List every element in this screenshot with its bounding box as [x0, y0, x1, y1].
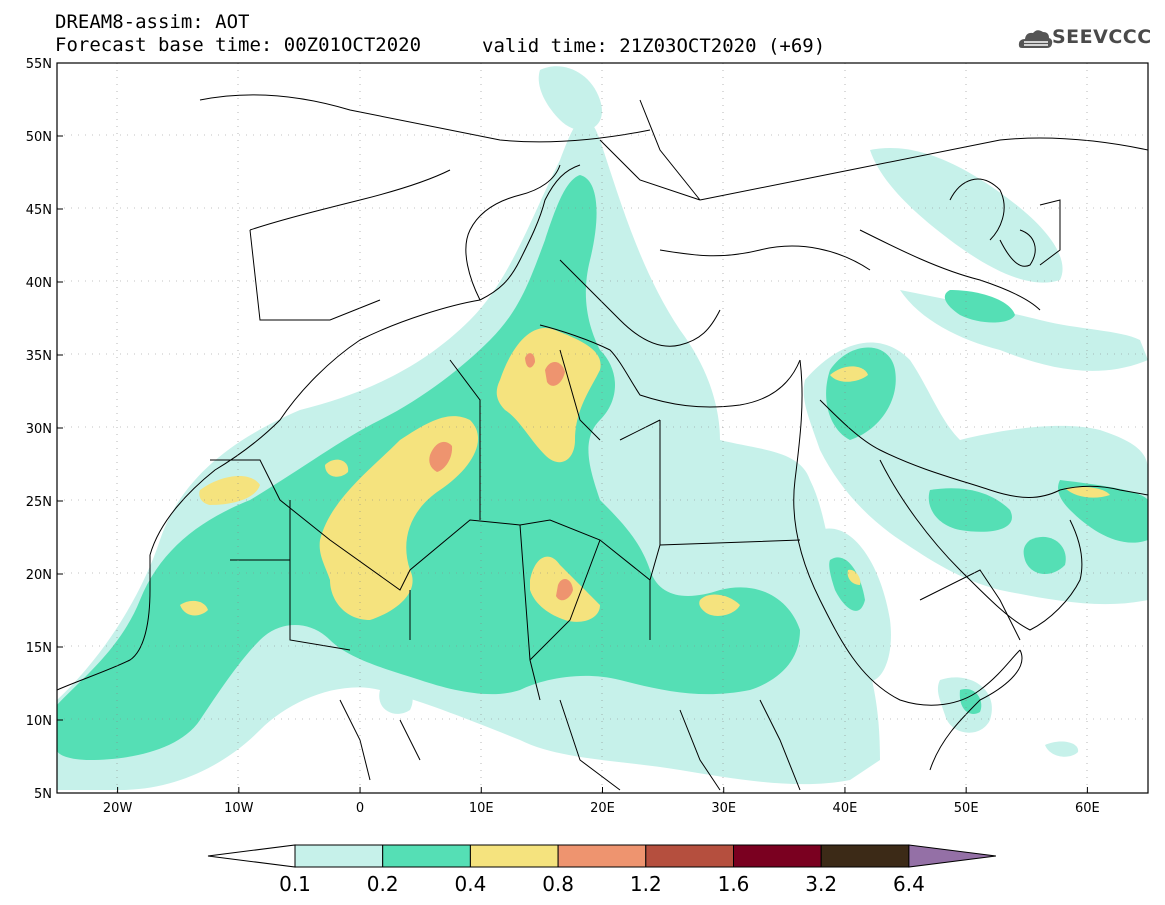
- colorbar-label: 1.2: [630, 872, 662, 896]
- lon-label: 10E: [469, 801, 494, 816]
- forecast-base-time: Forecast base time: 00Z01OCT2020: [55, 34, 422, 56]
- map-title: DREAM8-assim: AOT: [55, 11, 250, 33]
- lat-label: 15N: [26, 641, 52, 656]
- lon-label: 50E: [954, 801, 979, 816]
- colorbar-high-arrow: [908, 844, 996, 868]
- colorbar-label: 3.2: [805, 872, 837, 896]
- lon-label: 10W: [224, 801, 254, 816]
- colorbar-label: 0.1: [279, 872, 311, 896]
- lon-label: 30E: [711, 801, 736, 816]
- colorbar-swatch: [382, 844, 471, 868]
- lat-label: 50N: [26, 130, 52, 145]
- coastlines: [57, 94, 1148, 791]
- lon-label: 60E: [1075, 801, 1100, 816]
- lon-label: 20E: [590, 801, 615, 816]
- colorbar-swatch: [557, 844, 647, 868]
- lat-label: 30N: [26, 422, 52, 437]
- lat-label: 55N: [26, 57, 52, 72]
- cloud-logo-icon: [1018, 30, 1053, 48]
- lat-label: 5N: [34, 787, 52, 802]
- lat-label: 45N: [26, 203, 52, 218]
- colorbar-swatch: [294, 844, 384, 868]
- lat-label: 35N: [26, 349, 52, 364]
- longitude-ticks: 20W 10W 0 10E 20E 30E 40E 50E 60E: [103, 787, 1100, 816]
- lat-label: 40N: [26, 276, 52, 291]
- latitude-ticks: 55N 50N 45N 40N 35N 30N 25N 20N 15N 10N 5N: [26, 57, 63, 802]
- lon-label: 0: [356, 801, 364, 816]
- seevccc-logo: SEEVCCC: [1052, 26, 1152, 48]
- colorbar-swatch: [469, 844, 559, 868]
- colorbar-label: 6.4: [893, 872, 925, 896]
- lat-label: 25N: [26, 495, 52, 510]
- valid-time: valid time: 21Z03OCT2020 (+69): [482, 35, 826, 57]
- colorbar-label: 0.4: [454, 872, 486, 896]
- colorbar-low-arrow: [207, 844, 296, 868]
- lat-label: 20N: [26, 568, 52, 583]
- lon-label: 20W: [103, 801, 133, 816]
- graticule: [57, 63, 1148, 793]
- aot-level-0.8: [429, 353, 573, 601]
- colorbar-swatch: [733, 844, 822, 868]
- aot-field: [57, 63, 1148, 793]
- lat-label: 10N: [26, 714, 52, 729]
- colorbar-label: 0.2: [367, 872, 399, 896]
- colorbar-swatch: [820, 844, 910, 868]
- colorbar-label: 0.8: [542, 872, 574, 896]
- lon-label: 40E: [833, 801, 858, 816]
- colorbar-label: 1.6: [718, 872, 750, 896]
- colorbar-swatch: [645, 844, 734, 868]
